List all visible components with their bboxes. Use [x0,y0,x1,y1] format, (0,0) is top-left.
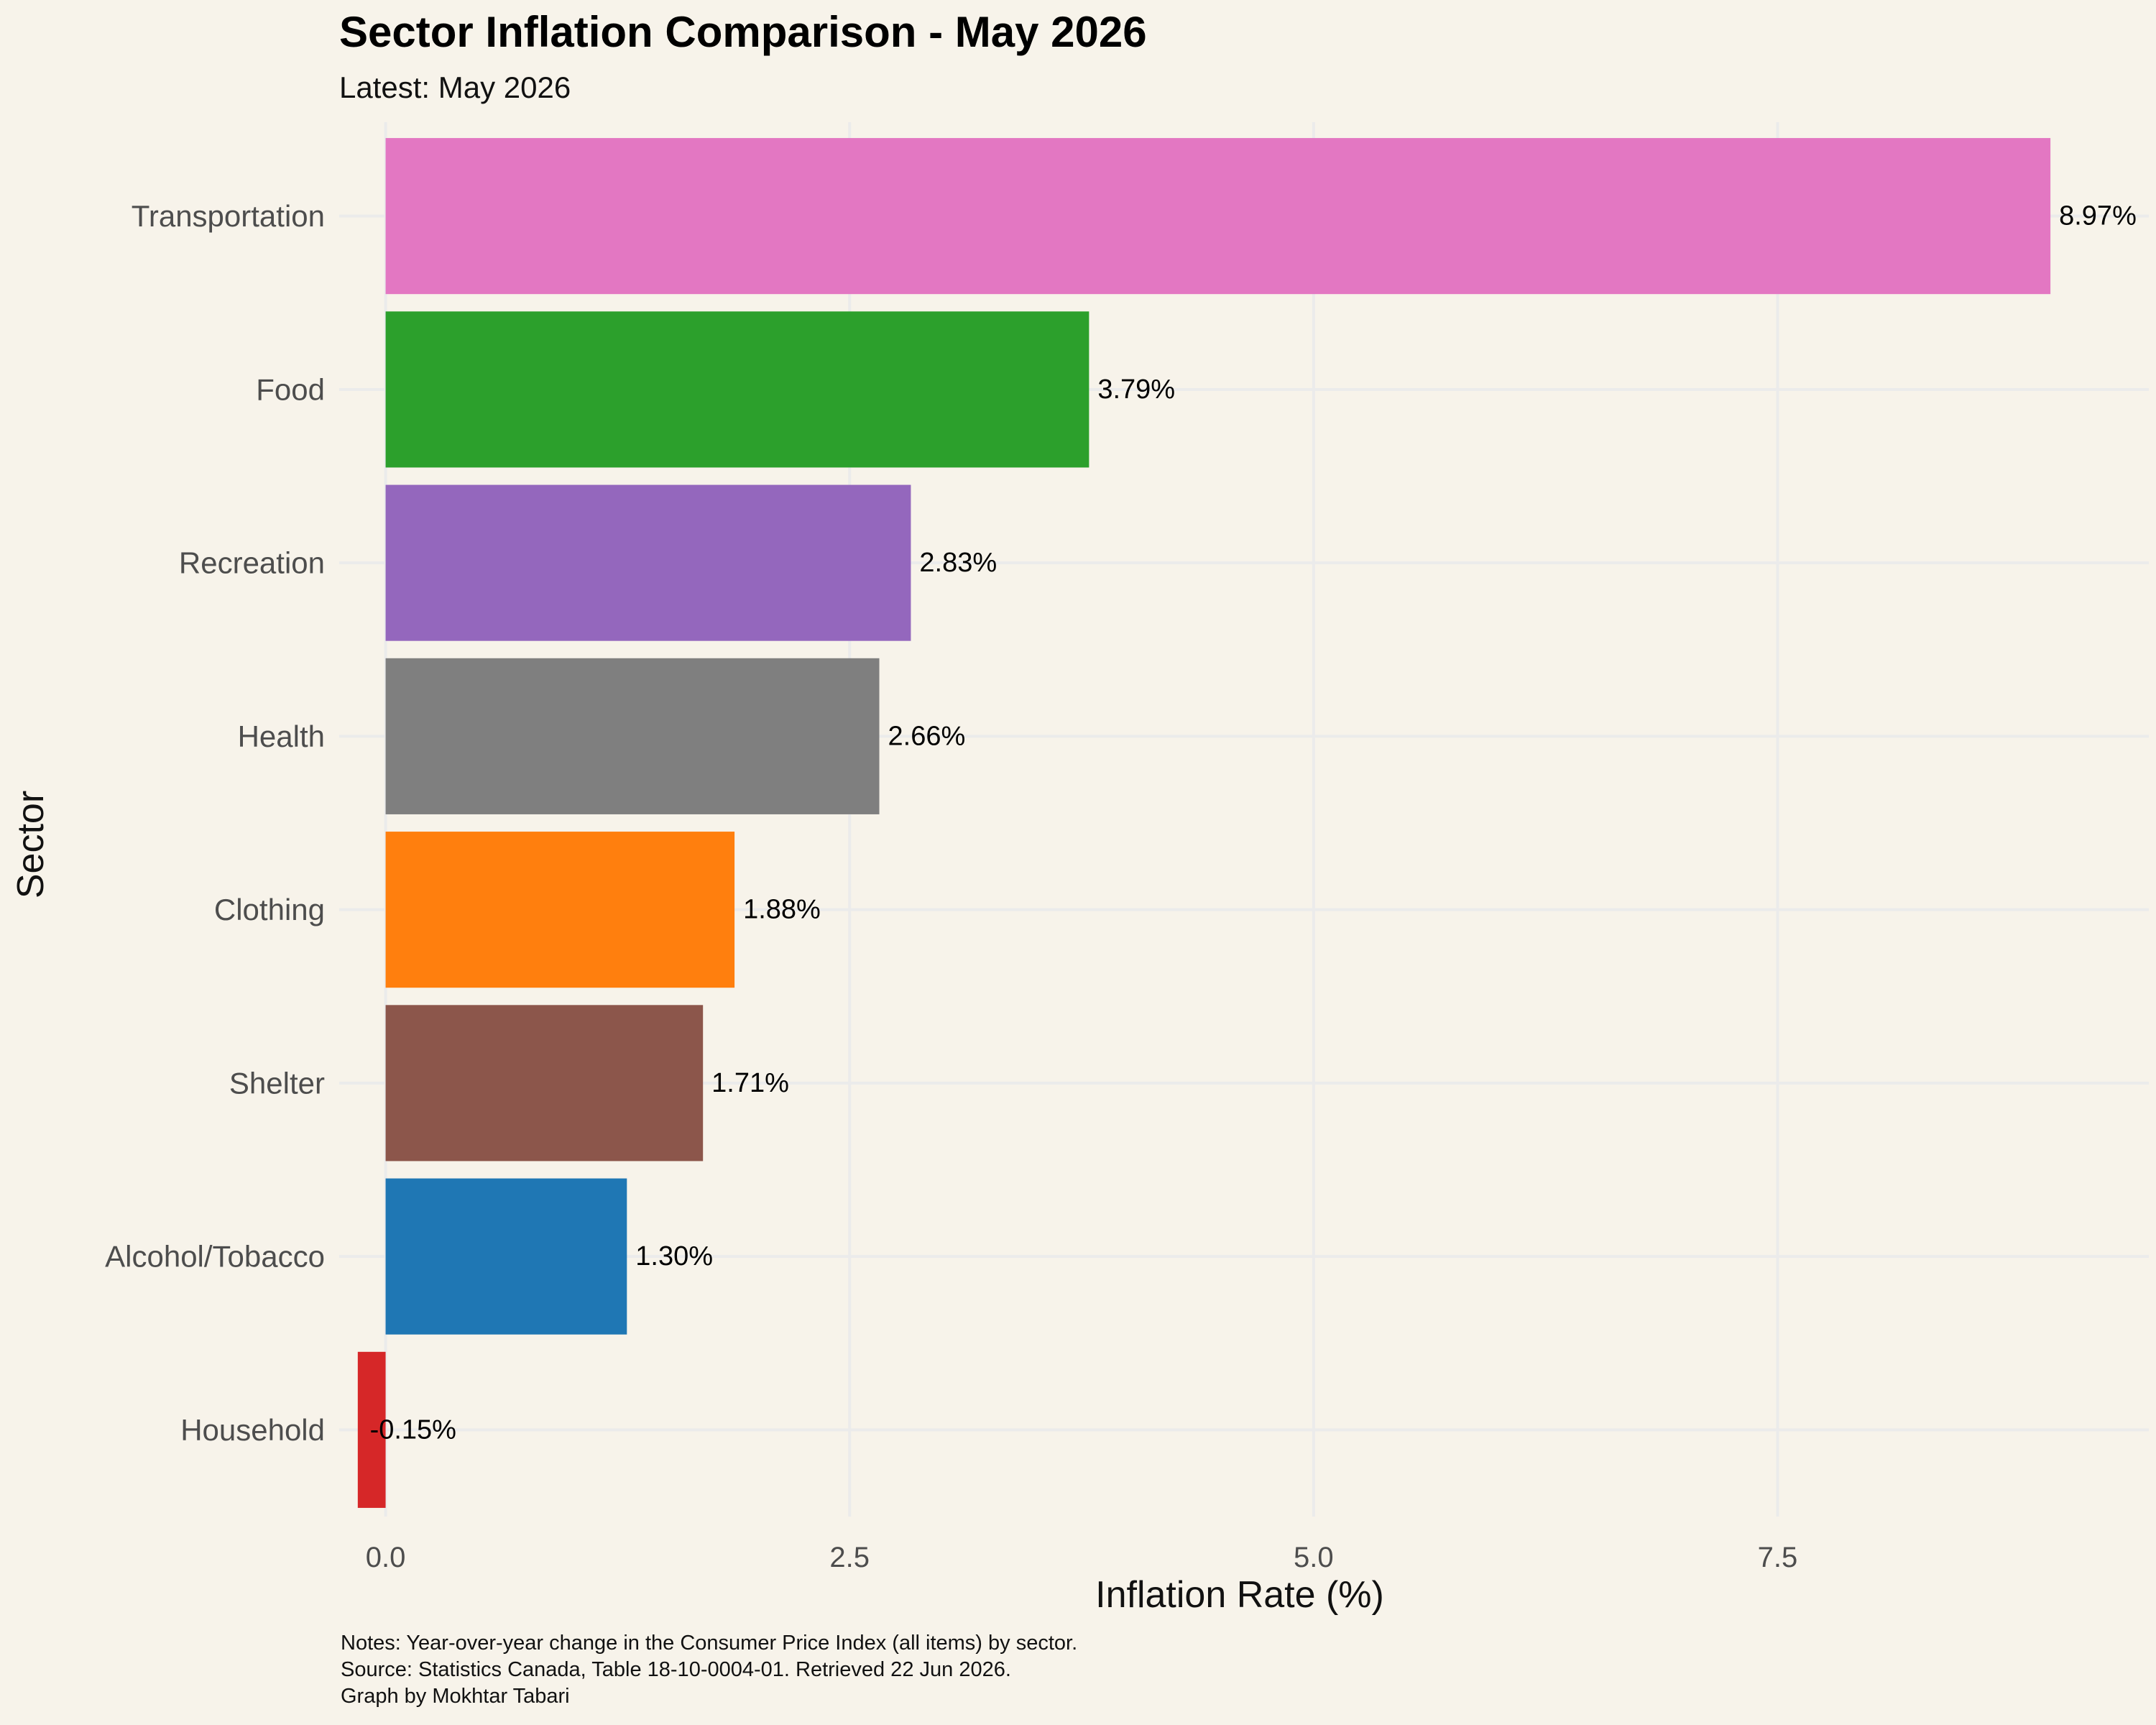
y-tick-label: Health [238,719,325,753]
y-tick-label: Shelter [229,1066,325,1100]
x-tick-label: 2.5 [829,1542,870,1573]
caption-notes: Notes: Year-over-year change in the Cons… [341,1632,1077,1655]
bar [357,1351,386,1508]
chart-title: Sector Inflation Comparison - May 2026 [339,8,1147,56]
bar [385,311,1089,468]
y-tick-label: Alcohol/Tobacco [105,1240,325,1274]
y-tick-label: Clothing [214,893,325,926]
caption-source: Source: Statistics Canada, Table 18-10-0… [341,1658,1011,1681]
bars [357,138,2051,1508]
data-label: 1.88% [743,895,821,925]
bar [385,484,911,641]
bar [385,658,880,814]
y-tick-label: Food [256,372,325,406]
data-label: 3.79% [1097,374,1175,405]
value-labels: 8.97% 3.79% 2.83% 2.66% 1.88% 1.71% 1.30% -0.15… [370,201,2137,1445]
bar [385,1005,704,1162]
x-tick-label: 0.0 [366,1542,406,1573]
y-tick-label: Transportation [132,199,325,233]
bar [385,1178,627,1335]
x-tick-label: 5.0 [1294,1542,1334,1573]
x-axis-tick-labels: 0.0 2.5 5.0 7.5 [366,1542,1798,1573]
chart-subtitle: Latest: May 2026 [339,70,571,104]
y-tick-label: Household [180,1413,325,1447]
y-axis-tick-labels: Transportation Food Recreation Health Clothi… [105,199,325,1447]
data-label: 2.83% [919,548,997,578]
x-tick-label: 7.5 [1758,1542,1798,1573]
y-tick-label: Recreation [179,546,325,580]
bar [385,832,735,988]
data-label: 1.30% [635,1241,713,1271]
bar [385,138,2051,295]
caption-credit: Graph by Mokhtar Tabari [341,1685,570,1708]
data-label: 1.71% [711,1068,789,1098]
data-label: -0.15% [370,1414,456,1445]
x-axis-title: Inflation Rate (%) [1095,1574,1384,1616]
data-label: 8.97% [2059,201,2137,231]
data-label: 2.66% [888,721,966,751]
caption: Notes: Year-over-year change in the Cons… [341,1632,1077,1708]
y-axis-title: Sector [10,791,52,898]
